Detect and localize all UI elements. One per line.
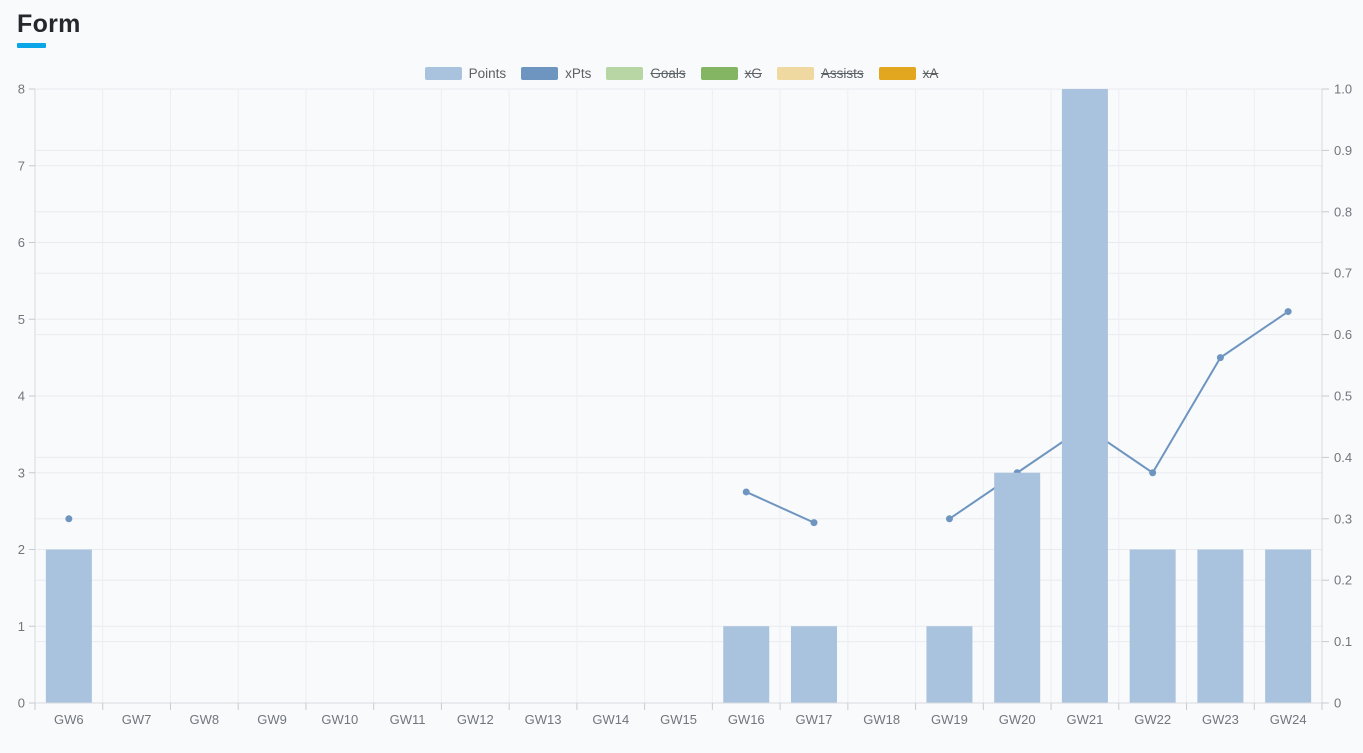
x-axis-label-gw18: GW18	[863, 712, 900, 727]
xpts-point-gw24[interactable]	[1284, 308, 1292, 316]
legend-label-xa: xA	[922, 66, 939, 81]
x-axis-label-gw20: GW20	[999, 712, 1036, 727]
x-axis-label-gw24: GW24	[1270, 712, 1307, 727]
x-axis-label-gw22: GW22	[1134, 712, 1171, 727]
legend-label-goals: Goals	[650, 66, 686, 81]
x-axis-label-gw10: GW10	[321, 712, 358, 727]
left-axis-tick-label: 3	[18, 465, 25, 480]
right-axis-tick-label: 0.1	[1334, 634, 1352, 649]
bar-gw17[interactable]	[790, 626, 837, 703]
x-axis-label-gw21: GW21	[1066, 712, 1103, 727]
x-axis-label-gw6: GW6	[54, 712, 84, 727]
left-axis-tick-label: 7	[18, 158, 25, 173]
legend-swatch-xa	[878, 67, 916, 80]
xpts-point-gw22[interactable]	[1149, 469, 1157, 477]
title-accent-bar	[17, 43, 46, 48]
form-chart: 0 1 2 3 4 5 6 7 8 0 0.1 0.2 0.3 0.4 0.5 0.6 0.7 0.8 0.9 1.0…	[18, 82, 1352, 728]
legend-swatch-assists	[776, 67, 814, 80]
legend-item-points[interactable]: Points	[424, 66, 507, 81]
left-axis-tick-label: 8	[18, 82, 25, 97]
legend-swatch-points	[424, 67, 462, 80]
x-axis-label-gw11: GW11	[390, 712, 426, 727]
xpts-point-gw23[interactable]	[1216, 354, 1224, 362]
x-axis-label-gw9: GW9	[257, 712, 287, 727]
bar-gw19[interactable]	[926, 626, 973, 703]
bar-gw24[interactable]	[1265, 549, 1312, 704]
left-axis-tick-label: 2	[18, 542, 25, 557]
x-axis-label-gw8: GW8	[190, 712, 220, 727]
left-axis-tick-label: 0	[18, 696, 25, 711]
right-axis-tick-label: 0.4	[1334, 450, 1352, 465]
legend-item-xpts[interactable]: xPts	[521, 66, 591, 81]
x-axis-label-gw23: GW23	[1202, 712, 1239, 727]
legend-item-xg[interactable]: xG	[700, 66, 762, 81]
x-axis-label-gw14: GW14	[592, 712, 629, 727]
x-axis-label-gw19: GW19	[931, 712, 968, 727]
legend-swatch-xpts	[521, 67, 559, 80]
legend-label-assists: Assists	[820, 66, 864, 81]
xpts-point-gw6[interactable]	[65, 515, 73, 523]
right-axis-tick-label: 0.9	[1334, 143, 1352, 158]
bar-gw23[interactable]	[1197, 549, 1244, 704]
bar-gw20[interactable]	[994, 472, 1041, 703]
left-axis-tick-label: 6	[18, 235, 25, 250]
right-axis-tick-label: 0.7	[1334, 266, 1352, 281]
header: Form	[17, 10, 81, 48]
xpts-point-gw19[interactable]	[945, 515, 953, 523]
legend-label-xg: xG	[744, 66, 762, 81]
bar-gw6[interactable]	[45, 549, 92, 704]
right-axis-tick-label: 0.6	[1334, 327, 1352, 342]
x-axis-label-gw12: GW12	[457, 712, 494, 727]
legend-swatch-goals	[606, 67, 644, 80]
bar-gw21[interactable]	[1061, 89, 1108, 703]
right-axis-tick-label: 1.0	[1334, 82, 1352, 97]
legend-label-points: Points	[468, 66, 507, 81]
x-axis-label-gw7: GW7	[122, 712, 152, 727]
right-axis-tick-label: 0.8	[1334, 204, 1352, 219]
right-axis-tick-label: 0.5	[1334, 389, 1352, 404]
x-axis-label-gw16: GW16	[728, 712, 765, 727]
left-axis-tick-label: 1	[18, 619, 25, 634]
right-axis-tick-label: 0	[1334, 696, 1341, 711]
right-axis-tick-label: 0.2	[1334, 573, 1352, 588]
legend-item-xa[interactable]: xA	[878, 66, 939, 81]
x-axis-label-gw15: GW15	[660, 712, 697, 727]
chart-legend: Points xPts Goals xG Assists xA	[0, 66, 1363, 81]
legend-swatch-xg	[700, 67, 738, 80]
xpts-line-segment[interactable]	[745, 490, 815, 524]
x-axis-label-gw17: GW17	[796, 712, 833, 727]
left-axis-tick-label: 5	[18, 312, 25, 327]
left-axis-tick-label: 4	[18, 389, 25, 404]
right-axis-tick-label: 0.3	[1334, 511, 1352, 526]
legend-item-assists[interactable]: Assists	[776, 66, 864, 81]
bar-gw22[interactable]	[1129, 549, 1176, 704]
legend-label-xpts: xPts	[565, 66, 592, 81]
bar-gw16[interactable]	[723, 626, 770, 703]
xpts-point-gw16[interactable]	[742, 488, 750, 496]
x-axis-label-gw13: GW13	[525, 712, 562, 727]
xpts-point-gw17[interactable]	[810, 519, 818, 527]
page-title: Form	[17, 10, 81, 38]
legend-item-goals[interactable]: Goals	[606, 66, 686, 81]
